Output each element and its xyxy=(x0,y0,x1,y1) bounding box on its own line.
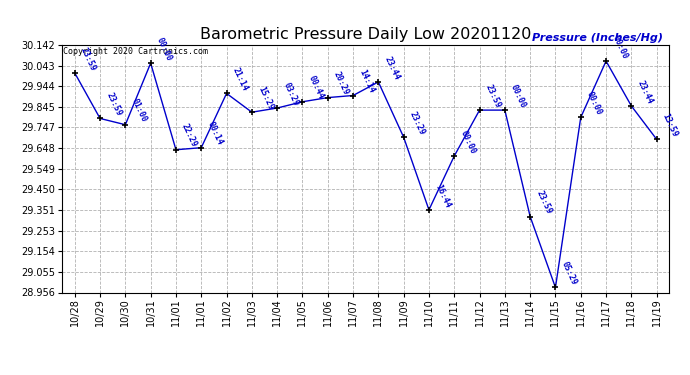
Text: 22:29: 22:29 xyxy=(180,123,199,149)
Text: 00:00: 00:00 xyxy=(155,36,174,62)
Text: Pressure (Inches/Hg): Pressure (Inches/Hg) xyxy=(532,33,663,42)
Text: 16:44: 16:44 xyxy=(433,183,452,209)
Text: 23:59: 23:59 xyxy=(534,189,553,216)
Text: 23:59: 23:59 xyxy=(79,46,98,72)
Text: 00:00: 00:00 xyxy=(610,34,629,60)
Text: 23:59: 23:59 xyxy=(104,91,123,118)
Text: 00:00: 00:00 xyxy=(585,90,604,117)
Text: 00:00: 00:00 xyxy=(458,129,477,155)
Text: 13:59: 13:59 xyxy=(661,112,680,138)
Text: 14:14: 14:14 xyxy=(357,68,376,95)
Text: 03:29: 03:29 xyxy=(282,81,300,107)
Text: 21:14: 21:14 xyxy=(230,66,250,93)
Text: 00:00: 00:00 xyxy=(509,83,528,110)
Text: 23:29: 23:29 xyxy=(408,110,426,136)
Text: 15:29: 15:29 xyxy=(256,85,275,111)
Text: 23:59: 23:59 xyxy=(484,83,502,110)
Text: 20:29: 20:29 xyxy=(332,70,351,97)
Title: Barometric Pressure Daily Low 20201120: Barometric Pressure Daily Low 20201120 xyxy=(200,27,531,42)
Text: 23:44: 23:44 xyxy=(382,55,402,81)
Text: 00:14: 00:14 xyxy=(206,120,224,147)
Text: 05:29: 05:29 xyxy=(560,260,578,287)
Text: 01:00: 01:00 xyxy=(130,98,148,124)
Text: 00:44: 00:44 xyxy=(306,75,326,101)
Text: Copyright 2020 Cartronics.com: Copyright 2020 Cartronics.com xyxy=(63,48,208,57)
Text: 23:44: 23:44 xyxy=(635,79,654,105)
